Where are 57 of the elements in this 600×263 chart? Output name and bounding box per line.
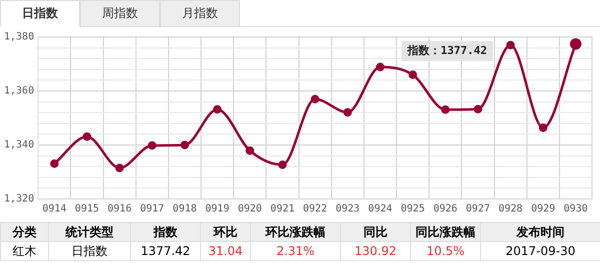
text: 日指数 [0, 0, 80, 27]
text: 日指数 [48, 242, 130, 260]
text: 2.31% [250, 242, 340, 260]
text: 周指数 [80, 0, 160, 27]
point [180, 140, 189, 150]
y-tick-label: 1,360 [4, 86, 34, 97]
x-tick-label: 0928 [498, 204, 523, 215]
point [246, 146, 254, 155]
x-tick-label: 0926 [433, 204, 458, 215]
x-tick-label: 0922 [303, 204, 328, 215]
text: 同比 [340, 222, 410, 242]
text: 31.04 [200, 242, 250, 260]
point [213, 105, 222, 114]
text: 2017-09-30 [480, 242, 600, 260]
point [441, 105, 450, 114]
text: 130.92 [340, 242, 410, 260]
x-tick-label: 0916 [108, 204, 132, 215]
text: 环比 [200, 222, 250, 242]
point [148, 141, 156, 150]
x-tick-label: 0919 [205, 204, 230, 215]
x-tick-label: 0927 [466, 204, 490, 215]
text: 10.5% [410, 242, 480, 260]
x-tick-label: 0920 [238, 204, 262, 215]
annotation: 指数：1377.42 [406, 44, 487, 57]
point [343, 108, 352, 117]
x-tick-label: 0923 [336, 204, 360, 215]
text: 指数 [130, 222, 200, 242]
point [538, 124, 548, 132]
x-tick-label: 0929 [531, 204, 556, 215]
x-tick-label: 0914 [42, 204, 66, 215]
y-tick-label: 1,320 [4, 194, 34, 205]
text: 月指数 [160, 0, 240, 27]
text: 分类 [0, 222, 48, 242]
x-tick-label: 0930 [564, 204, 588, 215]
point [310, 94, 320, 104]
y-tick-label: 1,340 [4, 140, 34, 151]
text: 发布时间 [480, 222, 600, 242]
x-tick-label: 0915 [74, 204, 100, 215]
x-tick-label: 0918 [172, 204, 197, 215]
x-tick-label: 0917 [140, 204, 164, 215]
point [278, 160, 287, 169]
point [408, 70, 418, 80]
point [506, 40, 515, 50]
point [50, 159, 59, 168]
text: 统计类型 [48, 222, 130, 242]
x-tick-label: 0924 [368, 204, 392, 215]
text: 同比涨跌幅 [410, 222, 480, 242]
y-tick-label: 1,380 [4, 32, 34, 43]
point [82, 132, 92, 141]
text: 1377.42 [130, 242, 200, 260]
text: 红木 [0, 242, 48, 260]
x-tick-label: 0921 [270, 204, 295, 215]
point [115, 164, 124, 172]
point [376, 62, 384, 72]
point [474, 104, 482, 114]
text: 环比涨跌幅 [250, 222, 340, 242]
x-tick-label: 0925 [400, 204, 425, 215]
